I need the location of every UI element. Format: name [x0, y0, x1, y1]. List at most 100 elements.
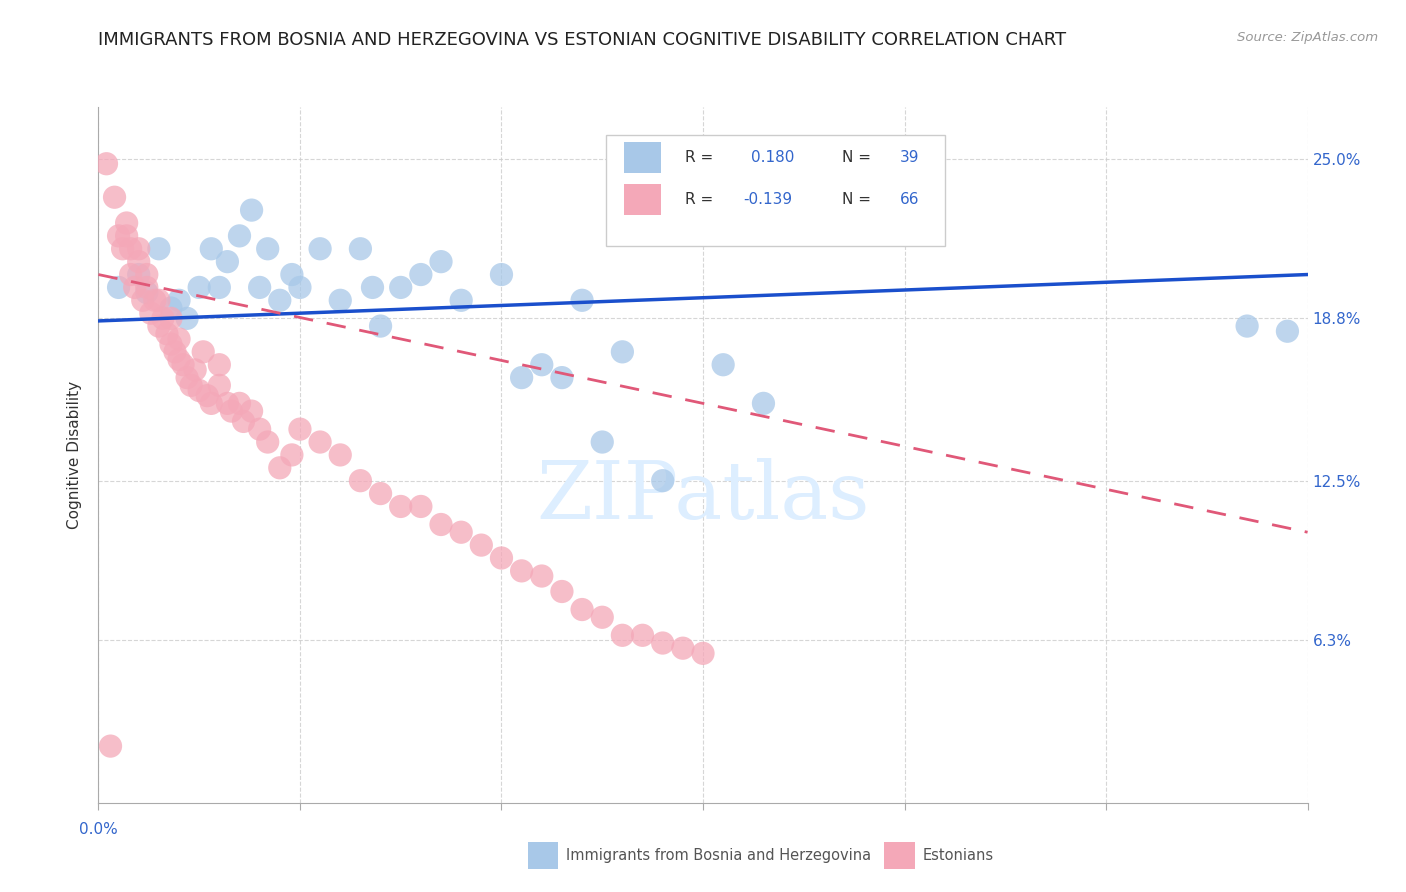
Point [221, 404, 243, 418]
Point [228, 228, 250, 243]
Point [232, 414, 254, 428]
Point [120, 242, 142, 256]
Point [409, 268, 432, 282]
Point [107, 228, 129, 243]
Point [135, 268, 157, 282]
Point [349, 242, 371, 256]
Text: IMMIGRANTS FROM BOSNIA AND HERZEGOVINA VS ESTONIAN COGNITIVE DISABILITY CORRELAT: IMMIGRANTS FROM BOSNIA AND HERZEGOVINA V… [98, 31, 1067, 49]
Point [115, 228, 138, 243]
Point [370, 319, 392, 334]
Point [139, 306, 162, 320]
Point [672, 641, 695, 656]
Point [389, 280, 412, 294]
FancyBboxPatch shape [527, 842, 558, 869]
Point [163, 344, 186, 359]
Text: 39: 39 [900, 150, 920, 165]
Point [651, 474, 673, 488]
Point [309, 242, 332, 256]
Point [752, 396, 775, 410]
Point [571, 293, 593, 308]
Point [120, 268, 142, 282]
Point [409, 500, 432, 514]
Point [240, 203, 263, 218]
Point [370, 486, 392, 500]
Point [349, 474, 371, 488]
Point [208, 280, 231, 294]
Point [491, 551, 513, 566]
Point [148, 319, 170, 334]
FancyBboxPatch shape [624, 142, 661, 173]
Point [160, 301, 183, 315]
Point [195, 389, 218, 403]
Point [135, 280, 157, 294]
Text: 0.180: 0.180 [751, 150, 794, 165]
Point [167, 332, 190, 346]
Point [135, 285, 157, 300]
Point [128, 254, 150, 268]
Y-axis label: Cognitive Disability: Cognitive Disability [67, 381, 83, 529]
Point [361, 280, 384, 294]
Point [631, 628, 654, 642]
Text: N =: N = [842, 192, 876, 207]
Point [430, 254, 453, 268]
Point [100, 739, 122, 753]
Point [160, 337, 183, 351]
Point [124, 280, 146, 294]
Point [143, 293, 166, 308]
Point [160, 311, 183, 326]
FancyBboxPatch shape [606, 135, 945, 246]
Point [1236, 319, 1258, 334]
Point [329, 448, 352, 462]
Point [148, 293, 170, 308]
Point [208, 378, 231, 392]
Point [389, 500, 412, 514]
Point [450, 525, 472, 540]
Point [228, 396, 250, 410]
Point [167, 293, 190, 308]
Point [711, 358, 734, 372]
FancyBboxPatch shape [624, 184, 661, 215]
Point [651, 636, 673, 650]
Point [281, 448, 304, 462]
Point [249, 422, 271, 436]
Point [256, 435, 278, 450]
Point [200, 396, 222, 410]
Point [180, 378, 202, 392]
Text: Estonians: Estonians [924, 848, 994, 863]
Point [128, 242, 150, 256]
Point [591, 610, 613, 624]
Point [1277, 324, 1299, 338]
Point [152, 311, 174, 326]
Point [188, 384, 211, 398]
FancyBboxPatch shape [884, 842, 915, 869]
Point [430, 517, 453, 532]
Point [510, 564, 533, 578]
Text: -0.139: -0.139 [742, 192, 792, 207]
Point [530, 358, 553, 372]
Point [176, 370, 198, 384]
Point [217, 254, 239, 268]
Point [176, 311, 198, 326]
Text: N =: N = [842, 150, 876, 165]
Point [107, 280, 129, 294]
Point [551, 584, 574, 599]
Point [329, 293, 352, 308]
Point [281, 268, 304, 282]
Point [148, 242, 170, 256]
Point [309, 435, 332, 450]
Point [115, 216, 138, 230]
Text: ZIPatlas: ZIPatlas [536, 458, 870, 536]
Point [591, 435, 613, 450]
Point [132, 293, 155, 308]
Point [269, 293, 291, 308]
Point [256, 242, 278, 256]
Point [128, 268, 150, 282]
Point [217, 396, 239, 410]
Point [269, 460, 291, 475]
Point [167, 352, 190, 367]
Point [156, 326, 179, 341]
Text: Source: ZipAtlas.com: Source: ZipAtlas.com [1237, 31, 1378, 45]
Point [111, 242, 134, 256]
Point [240, 404, 263, 418]
Point [571, 602, 593, 616]
